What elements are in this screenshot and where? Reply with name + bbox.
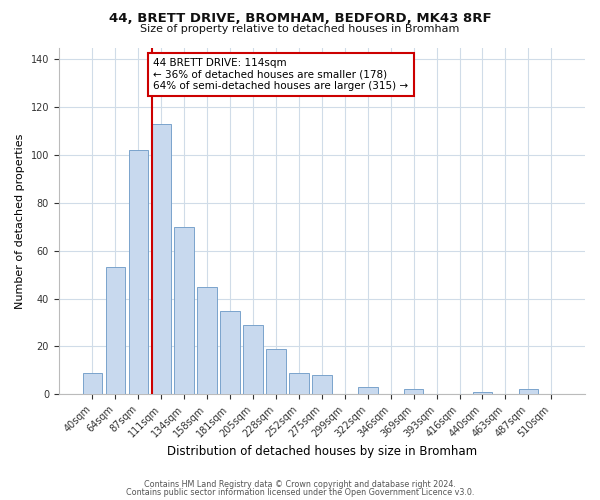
Text: 44, BRETT DRIVE, BROMHAM, BEDFORD, MK43 8RF: 44, BRETT DRIVE, BROMHAM, BEDFORD, MK43 … <box>109 12 491 26</box>
Bar <box>473 392 492 394</box>
Bar <box>128 150 148 394</box>
Bar <box>106 268 125 394</box>
Bar <box>404 390 424 394</box>
Bar <box>197 286 217 394</box>
Text: Contains HM Land Registry data © Crown copyright and database right 2024.: Contains HM Land Registry data © Crown c… <box>144 480 456 489</box>
Bar <box>312 375 332 394</box>
Bar <box>244 325 263 394</box>
Y-axis label: Number of detached properties: Number of detached properties <box>15 133 25 308</box>
Text: Size of property relative to detached houses in Bromham: Size of property relative to detached ho… <box>140 24 460 34</box>
Bar <box>358 387 377 394</box>
Bar <box>289 372 308 394</box>
Bar <box>266 349 286 394</box>
Text: Contains public sector information licensed under the Open Government Licence v3: Contains public sector information licen… <box>126 488 474 497</box>
Text: 44 BRETT DRIVE: 114sqm
← 36% of detached houses are smaller (178)
64% of semi-de: 44 BRETT DRIVE: 114sqm ← 36% of detached… <box>154 58 409 91</box>
Bar <box>220 310 240 394</box>
X-axis label: Distribution of detached houses by size in Bromham: Distribution of detached houses by size … <box>167 444 477 458</box>
Bar <box>175 227 194 394</box>
Bar <box>518 390 538 394</box>
Bar <box>83 372 102 394</box>
Bar <box>152 124 171 394</box>
